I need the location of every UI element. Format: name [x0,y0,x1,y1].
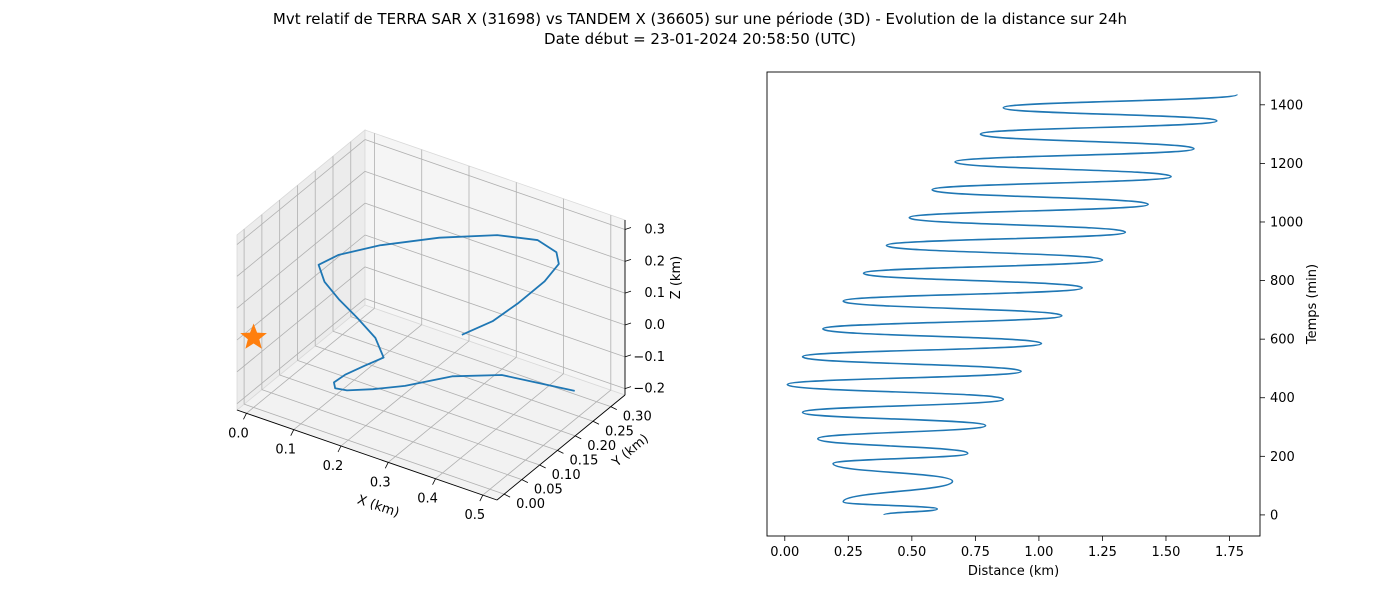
x-axis-label: X (km) [355,493,401,521]
grid-line-z-back [364,234,626,326]
x-tick-label: 1.25 [1088,545,1117,560]
grid-line-y-floor [350,316,611,408]
x-tick-label: 1.00 [1024,545,1053,560]
grid-line-x-floor [246,307,375,414]
x-axis-label: Distance (km) [968,564,1059,579]
y-tick [521,479,529,483]
grid-line-x-floor [435,373,564,480]
z-tick-label: 0.2 [644,254,665,269]
y-tick-label: 0.10 [552,468,581,483]
grid-line-z-wall [236,234,366,341]
distance-curve [786,93,1238,516]
y-tick-label: 600 [1270,333,1295,348]
x-tick-label: 0.75 [961,545,990,560]
plot-frame [766,71,1261,537]
x-tick-label: 1.75 [1215,545,1244,560]
y-tick [592,420,600,425]
y-tick [610,406,617,411]
grid-line-z-wall [236,202,366,309]
grid-line-z-wall [236,171,366,277]
origin-star-marker [240,323,267,349]
grid-line-z-wall [236,298,366,404]
z-tick-label: 0.1 [644,286,665,301]
x-tick [290,429,295,436]
x-tick-label: 0.25 [834,545,863,560]
grid-line-x-floor [340,340,470,447]
x-tick-label: 1.50 [1151,545,1180,560]
z-tick-label: −0.2 [633,382,665,397]
y-tick-label: 1400 [1270,98,1303,113]
x-tick-label: 0.1 [275,443,296,458]
x-tick-label: 0.4 [417,492,438,507]
plot-distance-vs-time[interactable]: 0.00 0.25 0.50 0.75 1.00 1.25 1.50 1.75 0 200 400 6… [766,71,1320,579]
x-tick [432,478,436,485]
z-tick [624,386,632,390]
grid-line-z-back [364,170,626,262]
y-tick-label: 0.05 [534,483,563,498]
y-tick-label: 0 [1270,508,1278,523]
z-tick-label: 0.3 [644,223,665,238]
grid-line-x-floor [293,324,422,430]
axis-line-x [236,409,498,501]
y-tick [557,450,564,454]
grid-line-z-wall [236,139,366,245]
x-tick [243,413,247,420]
z-tick [624,227,632,230]
x-tick [384,462,389,469]
grid-line-y-floor [243,403,505,495]
z-tick [624,258,632,262]
axis-line-y [496,394,626,501]
x-tick-label: 0.2 [323,459,344,474]
y-axis-label: Temps (min) [1305,264,1320,345]
y-tick-label: 1200 [1270,157,1303,172]
y-tick-label: 0.00 [516,497,545,512]
grid-line-x-floor [482,389,612,496]
x-tick [479,494,484,502]
x-tick [337,445,342,453]
y-tick-label: 0.25 [605,424,634,439]
grid-line-y-floor [279,374,540,466]
z-tick [624,290,632,294]
z-axis-label: Z (km) [669,256,684,299]
figure-title-line2: Date début = 23-01-2024 20:58:50 (UTC) [544,30,856,48]
y-tick [575,435,582,440]
x-tick-label: 0.00 [770,545,799,560]
grid-line-y-floor [261,389,523,480]
z-tick [624,322,632,326]
figure-title-line1: Mvt relatif de TERRA SAR X (31698) vs TA… [272,10,1128,28]
y-tick-label: 0.30 [623,410,652,425]
y-tick-label: 800 [1270,274,1295,289]
grid-line-z-back [364,139,626,230]
grid-line-z-back [364,266,626,358]
grid-line-z-back [364,202,626,294]
y-tick [503,493,511,498]
x-tick-label: 0.3 [370,475,391,490]
x-tick-label: 0.50 [897,545,926,560]
z-tick-label: −0.1 [633,350,665,365]
z-tick [624,354,632,358]
y-tick-label: 0.15 [569,453,598,468]
trajectory-line [317,234,575,392]
z-tick-label: 0.0 [644,318,665,333]
y-tick-label: 400 [1270,391,1295,406]
x-tick-label: 0.0 [228,426,249,441]
grid-line-z-back [364,298,626,390]
grid-line-y-floor [315,345,576,437]
y-tick [539,464,546,469]
y-tick-label: 0.20 [587,439,616,454]
y-tick-label: 200 [1270,450,1295,465]
plot-3d-relative-motion[interactable]: 0.00.10.20.30.40.50.000.050.100.150.200.… [228,129,684,523]
y-tick-label: 1000 [1270,215,1303,230]
grid-line-z-wall [236,266,366,373]
x-tick-label: 0.5 [464,508,485,523]
grid-line-y-floor [297,360,558,451]
